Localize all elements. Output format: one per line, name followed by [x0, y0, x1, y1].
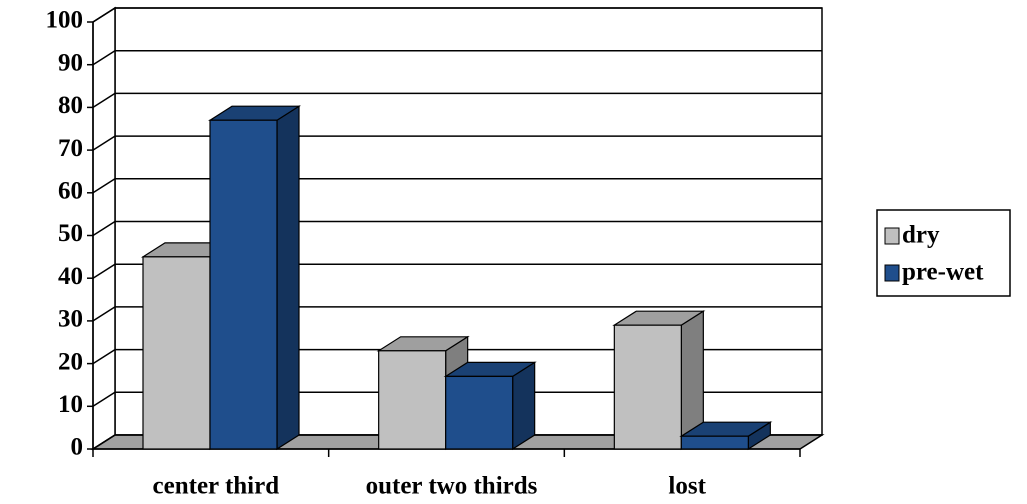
y-tick-label: 80 [58, 92, 83, 119]
y-tick-label: 0 [71, 434, 84, 461]
grid-line [92, 434, 822, 450]
legend-swatch [884, 227, 900, 245]
y-tick-label: 90 [58, 49, 83, 76]
grid-line [92, 178, 822, 194]
bar [209, 119, 278, 450]
x-tick-label: center third [153, 473, 280, 500]
legend-swatch [884, 264, 900, 282]
y-tick-label: 40 [58, 263, 83, 290]
x-tick-label: outer two thirds [366, 473, 538, 500]
grid-line [92, 348, 822, 365]
bar [142, 256, 211, 450]
y-tick-label: 50 [58, 220, 83, 247]
bar [613, 324, 682, 450]
y-tick-label: 100 [46, 7, 84, 34]
grid-line [92, 306, 822, 322]
grid-line [92, 92, 822, 109]
bar [445, 375, 514, 450]
y-tick-label: 30 [58, 306, 83, 333]
bar [680, 435, 749, 450]
grid-line [92, 263, 822, 279]
bar-side [512, 361, 536, 451]
y-tick-label: 10 [58, 391, 83, 418]
legend-box [876, 209, 1011, 297]
y-tick-label: 60 [58, 178, 83, 205]
y-tick-label: 20 [58, 348, 83, 375]
grid-line [92, 135, 822, 151]
grid-line [92, 220, 822, 237]
bar [378, 350, 447, 450]
legend-label: pre-wet [902, 259, 984, 286]
x-tick-label: lost [668, 473, 706, 500]
legend-label: dry [902, 222, 940, 249]
grid-line [92, 49, 822, 66]
grid-line [92, 391, 822, 407]
y-tick-label: 70 [58, 135, 83, 162]
bar-side [276, 105, 300, 451]
grid-line [92, 7, 822, 23]
